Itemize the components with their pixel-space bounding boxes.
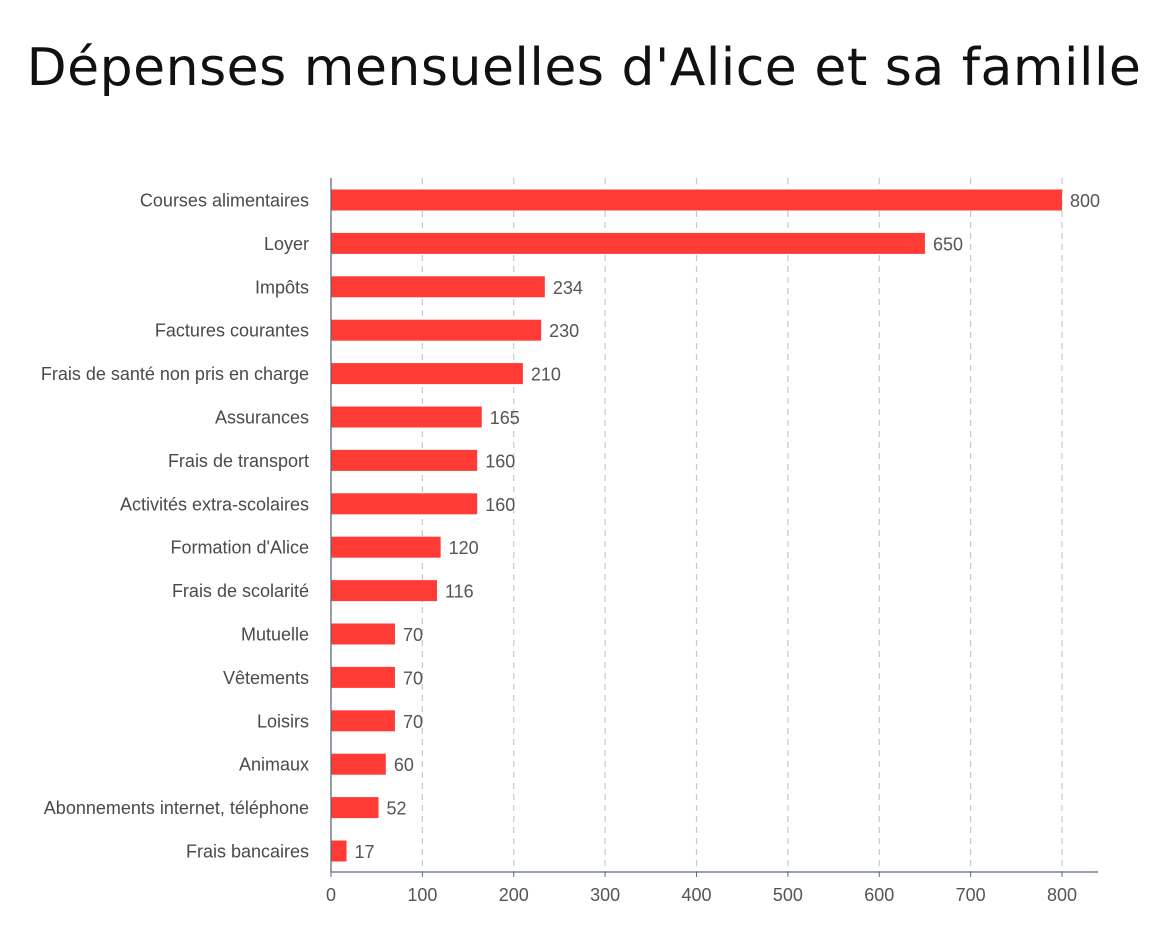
x-tick-label: 600 [864, 885, 894, 905]
bar [331, 319, 542, 341]
value-label: 650 [933, 234, 963, 254]
value-label: 160 [485, 451, 515, 471]
value-label: 17 [355, 842, 375, 862]
value-label: 52 [387, 799, 407, 819]
bar [331, 840, 347, 862]
value-label: 165 [490, 408, 520, 428]
bar [331, 232, 925, 254]
x-tick-label: 500 [773, 885, 803, 905]
value-label: 120 [449, 538, 479, 558]
x-tick-label: 400 [681, 885, 711, 905]
category-label: Activités extra-scolaires [120, 494, 309, 514]
category-label: Factures courantes [155, 321, 309, 341]
x-tick-label: 300 [590, 885, 620, 905]
bar [331, 536, 441, 558]
category-label: Animaux [239, 755, 309, 775]
category-label: Loisirs [257, 711, 309, 731]
x-tick-label: 0 [326, 885, 336, 905]
category-label: Loyer [264, 234, 309, 254]
bar [331, 580, 437, 602]
x-tick-label: 100 [407, 885, 437, 905]
x-tick-label: 200 [499, 885, 529, 905]
value-label: 230 [549, 321, 579, 341]
value-label: 60 [394, 755, 414, 775]
bar [331, 493, 478, 515]
axes [330, 178, 1098, 877]
bar [331, 623, 395, 645]
bars [331, 189, 1062, 862]
x-tick-label: 700 [956, 885, 986, 905]
bar [331, 710, 395, 732]
value-label: 70 [403, 668, 423, 688]
bar [331, 189, 1062, 211]
category-label: Frais bancaires [186, 842, 309, 862]
bar [331, 797, 379, 819]
x-tick-label: 800 [1047, 885, 1077, 905]
category-label: Frais de scolarité [172, 581, 309, 601]
category-label: Assurances [215, 408, 309, 428]
labels: 0 100 200 300 400 500 600 700 800 Courses aliment… [41, 191, 1100, 906]
category-label: Abonnements internet, téléphone [44, 798, 309, 818]
category-label: Impôts [255, 277, 309, 297]
category-label: Mutuelle [241, 625, 309, 645]
bar [331, 666, 395, 688]
bar [331, 363, 523, 385]
value-label: 210 [531, 365, 561, 385]
bar [331, 406, 482, 428]
category-label: Frais de santé non pris en charge [41, 364, 309, 384]
category-label: Courses alimentaires [140, 191, 309, 211]
category-label: Formation d'Alice [171, 538, 310, 558]
value-label: 160 [485, 495, 515, 515]
value-label: 800 [1070, 191, 1100, 211]
value-label: 116 [445, 582, 474, 602]
bar [331, 753, 386, 775]
bar [331, 449, 478, 471]
value-label: 234 [553, 278, 583, 298]
chart-title: Dépenses mensuelles d'Alice et sa famill… [26, 38, 1142, 98]
bar [331, 276, 545, 298]
category-label: Vêtements [223, 668, 309, 688]
value-label: 70 [403, 625, 423, 645]
value-label: 70 [403, 712, 423, 732]
category-label: Frais de transport [168, 451, 309, 471]
